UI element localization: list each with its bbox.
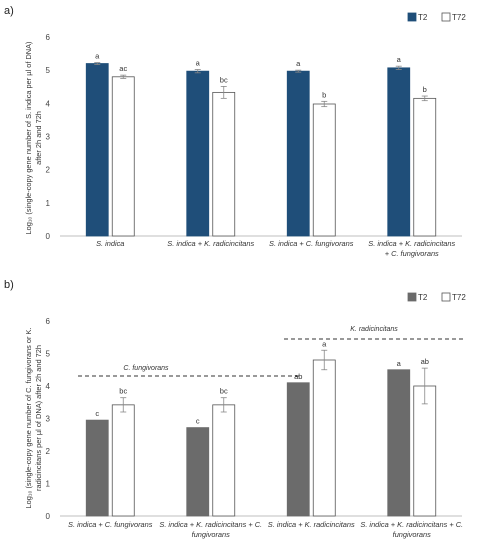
bar-a-t2 bbox=[387, 67, 411, 237]
significance-label-a: a bbox=[296, 59, 301, 68]
y-tick-label-a: 0 bbox=[46, 232, 51, 241]
significance-label-b: ab bbox=[294, 372, 302, 381]
bar-b-t2 bbox=[387, 369, 411, 517]
category-label-b: S. indica + K. radicincitans + C. bbox=[360, 520, 463, 529]
category-label-b: S. indica + C. fungivorans bbox=[68, 520, 153, 529]
y-tick-label-a: 2 bbox=[46, 166, 51, 175]
significance-label-a: a bbox=[196, 59, 201, 68]
y-tick-label-a: 1 bbox=[46, 199, 51, 208]
y-tick-label-a: 6 bbox=[46, 33, 51, 42]
bar-a-t2 bbox=[186, 70, 210, 237]
bar-a-t72 bbox=[111, 76, 135, 237]
bar-a-t2 bbox=[286, 70, 310, 237]
significance-label-b: a bbox=[397, 359, 402, 368]
significance-label-b: bc bbox=[220, 387, 228, 396]
legend-label-b-t2: T2 bbox=[418, 293, 428, 302]
legend-swatch-a-t2 bbox=[407, 12, 417, 22]
bar-a-t72 bbox=[413, 97, 437, 237]
legend-swatch-b-t2 bbox=[407, 292, 417, 302]
category-label-a: S. indica bbox=[96, 239, 124, 248]
panel-a-ylabel-line2: after 2h and 72h bbox=[34, 111, 43, 165]
y-tick-label-b: 1 bbox=[46, 480, 51, 489]
y-tick-label-b: 5 bbox=[46, 350, 51, 359]
category-label-a: S. indica + C. fungivorans bbox=[269, 239, 354, 248]
annotation-k-radicincitans: K. radicincitans bbox=[350, 326, 398, 333]
y-tick-label-b: 6 bbox=[46, 317, 51, 326]
annotation-c-fungivorans: C. fungivorans bbox=[123, 365, 169, 372]
category-label-b: fungivorans bbox=[192, 530, 231, 539]
category-label-a: + C. fungivorans bbox=[385, 249, 439, 258]
category-label-a: S. indica + K. radicincitans bbox=[167, 239, 254, 248]
legend-label-a-t72: T72 bbox=[452, 13, 466, 22]
category-label-b: S. indica + K. radicincitans bbox=[268, 520, 355, 529]
bar-a-t2 bbox=[85, 63, 109, 237]
significance-label-a: b bbox=[322, 90, 326, 99]
significance-label-b: bc bbox=[119, 387, 127, 396]
significance-label-b: c bbox=[196, 417, 200, 426]
significance-label-a: ac bbox=[119, 64, 127, 73]
bar-b-t2 bbox=[286, 382, 310, 517]
bar-b-t72 bbox=[312, 359, 336, 517]
panel-b-label: b) bbox=[4, 279, 14, 291]
legend-swatch-b-t72 bbox=[441, 292, 451, 302]
legend-label-a-t2: T2 bbox=[418, 13, 428, 22]
legend-swatch-a-t72 bbox=[441, 12, 451, 22]
panel-a-ylabel-line1: Log₁₀ (single-copy gene number of S. ind… bbox=[24, 41, 33, 234]
y-tick-label-b: 3 bbox=[46, 415, 51, 424]
significance-label-a: a bbox=[95, 52, 100, 61]
y-tick-label-a: 3 bbox=[46, 133, 51, 142]
significance-label-a: bc bbox=[220, 75, 228, 84]
y-tick-label-a: 4 bbox=[46, 99, 51, 108]
significance-label-b: c bbox=[95, 409, 99, 418]
panel-b-ylabel-line1: Log₁₀ (single-copy gene number of C. fun… bbox=[24, 328, 33, 509]
y-tick-label-b: 2 bbox=[46, 447, 51, 456]
bar-a-t72 bbox=[312, 103, 336, 237]
y-tick-label-a: 5 bbox=[46, 66, 51, 75]
bar-b-t72 bbox=[212, 404, 236, 517]
legend-label-b-t72: T72 bbox=[452, 293, 466, 302]
bar-b-t2 bbox=[85, 419, 109, 517]
bar-b-t2 bbox=[186, 427, 210, 517]
significance-label-a: b bbox=[423, 85, 427, 94]
bar-b-t72 bbox=[413, 385, 437, 517]
significance-label-b: ab bbox=[421, 357, 429, 366]
y-tick-label-b: 0 bbox=[46, 512, 51, 521]
category-label-b: S. indica + K. radicincitans + C. bbox=[159, 520, 262, 529]
category-label-a: S. indica + K. radicincitans bbox=[368, 239, 455, 248]
significance-label-a: a bbox=[397, 55, 402, 64]
significance-label-b: a bbox=[322, 339, 327, 348]
bar-b-t72 bbox=[111, 404, 135, 517]
panel-b-ylabel-line2: radicincitans per µl of DNA) after 2h an… bbox=[34, 345, 43, 491]
bar-a-t72 bbox=[212, 91, 236, 237]
y-tick-label-b: 4 bbox=[46, 382, 51, 391]
category-label-b: fungivorans bbox=[393, 530, 432, 539]
panel-a-label: a) bbox=[4, 5, 14, 17]
